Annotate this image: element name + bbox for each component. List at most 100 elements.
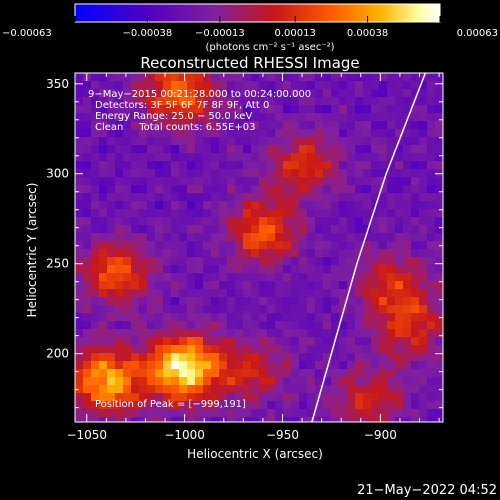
- heatmap-cell: [83, 161, 91, 169]
- heatmap-cell: [211, 369, 219, 377]
- heatmap-cell: [243, 265, 251, 273]
- heatmap-cell: [339, 81, 347, 89]
- heatmap-cell: [419, 177, 427, 185]
- heatmap-cell: [347, 225, 355, 233]
- heatmap-cell: [123, 161, 131, 169]
- heatmap-cell: [283, 225, 291, 233]
- heatmap-cell: [227, 217, 235, 225]
- heatmap-cell: [331, 169, 339, 177]
- heatmap-cell: [307, 265, 315, 273]
- heatmap-cell: [91, 73, 99, 81]
- heatmap-cell: [387, 329, 395, 337]
- heatmap-cell: [371, 233, 379, 241]
- heatmap-cell: [307, 201, 315, 209]
- heatmap-cell: [155, 161, 163, 169]
- heatmap-cell: [283, 121, 291, 129]
- heatmap-cell: [403, 329, 411, 337]
- heatmap-cell: [139, 417, 147, 422]
- heatmap-cell: [379, 393, 387, 401]
- heatmap-cell: [363, 97, 371, 105]
- heatmap-cell: [115, 305, 123, 313]
- heatmap-cell: [347, 393, 355, 401]
- heatmap-cell: [235, 233, 243, 241]
- heatmap-cell: [267, 401, 275, 409]
- heatmap-cell: [147, 361, 155, 369]
- heatmap-cell: [379, 321, 387, 329]
- heatmap-cell: [331, 153, 339, 161]
- heatmap-cell: [371, 153, 379, 161]
- heatmap-cell: [307, 321, 315, 329]
- heatmap-cell: [347, 337, 355, 345]
- heatmap-cell: [307, 273, 315, 281]
- heatmap-cell: [179, 361, 187, 369]
- heatmap-cell: [323, 169, 331, 177]
- heatmap-cell: [259, 233, 267, 241]
- heatmap-cell: [243, 209, 251, 217]
- heatmap-cell: [307, 129, 315, 137]
- footer-timestamp: 21−May−2022 04:52: [357, 483, 497, 498]
- heatmap-cell: [371, 201, 379, 209]
- heatmap-cell: [131, 337, 139, 345]
- heatmap-cell: [355, 201, 363, 209]
- heatmap-cell: [315, 129, 323, 137]
- heatmap-cell: [211, 177, 219, 185]
- heatmap-cell: [147, 337, 155, 345]
- heatmap-cell: [387, 289, 395, 297]
- heatmap-cell: [75, 121, 83, 129]
- heatmap-cell: [155, 297, 163, 305]
- heatmap-cell: [419, 297, 427, 305]
- heatmap-cell: [339, 97, 347, 105]
- heatmap-cell: [427, 385, 435, 393]
- heatmap-cell: [283, 185, 291, 193]
- heatmap-cell: [219, 409, 227, 417]
- heatmap-cell: [227, 281, 235, 289]
- heatmap-cell: [419, 81, 427, 89]
- heatmap-cell: [307, 89, 315, 97]
- heatmap-cell: [75, 281, 83, 289]
- heatmap-cell: [395, 409, 403, 417]
- heatmap-cell: [363, 377, 371, 385]
- heatmap-cell: [363, 169, 371, 177]
- heatmap-cell: [99, 249, 107, 257]
- heatmap-cell: [339, 89, 347, 97]
- heatmap-cell: [395, 129, 403, 137]
- heatmap-cell: [243, 281, 251, 289]
- heatmap-cell: [99, 265, 107, 273]
- heatmap-cell: [307, 313, 315, 321]
- heatmap-cell: [411, 225, 419, 233]
- heatmap-cell: [435, 257, 443, 265]
- heatmap-cell: [107, 169, 115, 177]
- heatmap-cell: [227, 273, 235, 281]
- heatmap-cell: [195, 369, 203, 377]
- heatmap-cell: [259, 289, 267, 297]
- heatmap-cell: [355, 209, 363, 217]
- heatmap-cell: [219, 153, 227, 161]
- heatmap-cell: [427, 233, 435, 241]
- heatmap-cell: [315, 321, 323, 329]
- heatmap-cell: [187, 241, 195, 249]
- heatmap-cell: [187, 265, 195, 273]
- heatmap-cell: [235, 345, 243, 353]
- heatmap-cell: [315, 257, 323, 265]
- heatmap-cell: [339, 409, 347, 417]
- heatmap-cell: [363, 257, 371, 265]
- heatmap-cell: [123, 297, 131, 305]
- heatmap-cell: [115, 193, 123, 201]
- heatmap-cell: [147, 385, 155, 393]
- heatmap-cell: [139, 97, 147, 105]
- heatmap-cell: [323, 233, 331, 241]
- heatmap-cell: [371, 105, 379, 113]
- heatmap-cell: [251, 241, 259, 249]
- heatmap-cell: [227, 225, 235, 233]
- heatmap-cell: [107, 105, 115, 113]
- heatmap-cell: [163, 137, 171, 145]
- heatmap-cell: [99, 281, 107, 289]
- heatmap-cell: [123, 217, 131, 225]
- heatmap-cell: [323, 417, 331, 422]
- heatmap-cell: [235, 337, 243, 345]
- heatmap-cell: [291, 137, 299, 145]
- heatmap-cell: [315, 377, 323, 385]
- heatmap-cell: [203, 313, 211, 321]
- heatmap-cell: [371, 385, 379, 393]
- heatmap-cell: [99, 137, 107, 145]
